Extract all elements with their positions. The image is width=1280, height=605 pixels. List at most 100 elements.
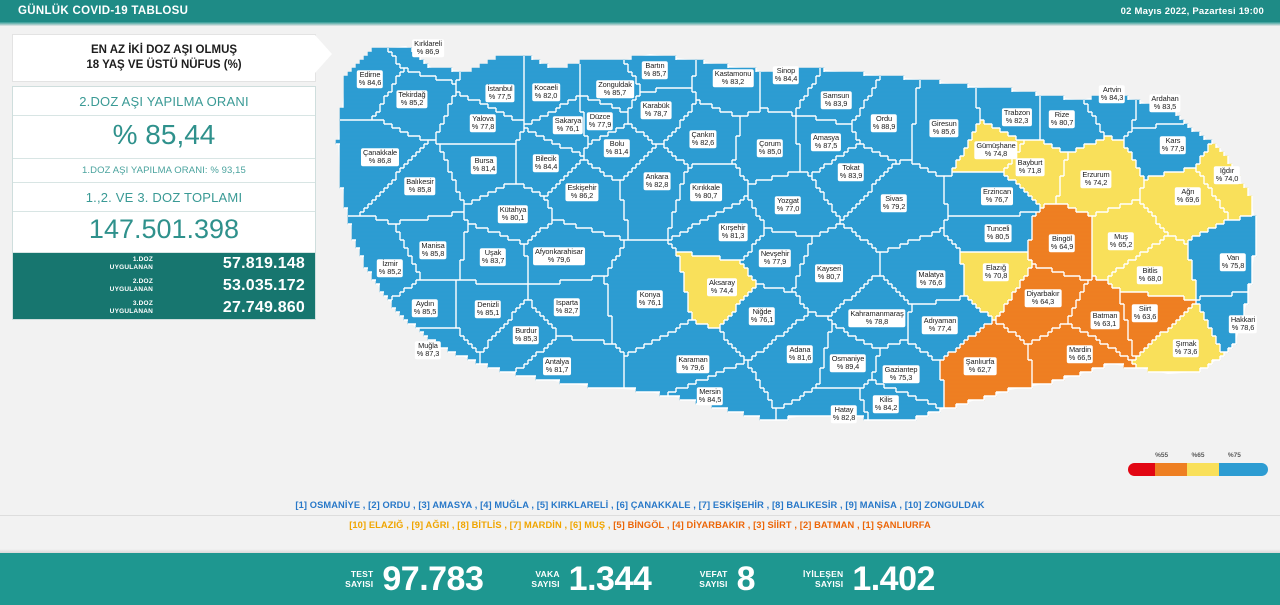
province-label-name: Malatya bbox=[918, 270, 944, 280]
header-shadow bbox=[0, 22, 1280, 26]
province-label: Diyarbakır% 64,3 bbox=[1024, 289, 1062, 307]
province-label-value: % 84,4 bbox=[534, 162, 558, 171]
turkey-choropleth-map: Kırklareli% 86,9 Edirne% 84,6 Tekirdağ% 85… bbox=[320, 28, 1272, 490]
stat-caption-line2: SAYISI bbox=[699, 579, 728, 589]
province-label-value: % 83,2 bbox=[721, 77, 745, 86]
province-label-name: İstanbul bbox=[487, 84, 513, 94]
stat-caption-line1: VEFAT bbox=[699, 569, 728, 579]
province-label-value: % 77,0 bbox=[776, 204, 800, 213]
dose-label: 1.DOZ UYGULANAN bbox=[13, 256, 153, 272]
province-label: Hatay% 82,8 bbox=[830, 405, 858, 423]
province-label-name: Giresun bbox=[931, 119, 957, 129]
province-label-name: Karabük bbox=[642, 101, 670, 111]
province-label-name: Konya bbox=[639, 290, 661, 300]
province-label-value: % 84,3 bbox=[1100, 93, 1124, 102]
province-label-value: % 74,2 bbox=[1084, 178, 1108, 187]
dose-label-line2: UYGULANAN bbox=[109, 286, 153, 293]
province-label-name: Osmaniye bbox=[831, 354, 865, 364]
province-label-name: Amasya bbox=[812, 133, 840, 143]
province-label-name: Aydın bbox=[415, 299, 435, 309]
province-label: Rize% 80,7 bbox=[1048, 110, 1076, 128]
province-label-name: Trabzon bbox=[1003, 108, 1031, 118]
province-label-value: % 81,3 bbox=[721, 231, 745, 240]
stat-value: 97.783 bbox=[382, 560, 484, 598]
province-label-name: Muş bbox=[1114, 232, 1128, 242]
province-label-value: % 77,8 bbox=[471, 122, 495, 131]
province-label: Ardahan% 83,5 bbox=[1149, 94, 1181, 112]
province-label: Çorum% 85,0 bbox=[756, 139, 784, 157]
province-label: Kastamonu% 83,2 bbox=[712, 69, 754, 87]
province-label-value: % 89,4 bbox=[836, 362, 860, 371]
province-label: Adıyaman% 77,4 bbox=[921, 316, 959, 334]
province-label-value: % 82,8 bbox=[645, 180, 669, 189]
province-label-name: Eskişehir bbox=[567, 183, 597, 193]
province-label-value: % 85,1 bbox=[476, 308, 500, 317]
province-label: Karabük% 78,7 bbox=[640, 101, 672, 119]
province-label: Kars% 77,9 bbox=[1159, 136, 1187, 154]
province-label-name: Niğde bbox=[752, 307, 772, 317]
dose-breakdown: 1.DOZ UYGULANAN 57.819.148 2.DOZ UYGULAN… bbox=[13, 253, 315, 319]
province-label-value: % 77,4 bbox=[928, 324, 952, 333]
province-label: Mersin% 84,5 bbox=[696, 387, 724, 405]
province-label-value: % 76,7 bbox=[985, 195, 1009, 204]
scale-segment bbox=[1128, 463, 1156, 476]
province-label: Edirne% 84,6 bbox=[356, 70, 384, 88]
province-label: Osmaniye% 89,4 bbox=[829, 354, 867, 372]
stat-caption-line2: SAYISI bbox=[531, 579, 560, 589]
province-label-name: Diyarbakır bbox=[1026, 289, 1060, 299]
province-label-value: % 77,9 bbox=[588, 120, 612, 129]
stat-caption-line1: TEST bbox=[350, 569, 374, 579]
province-label: Kahramanmaraş% 78,8 bbox=[848, 309, 906, 327]
province-label-name: Kayseri bbox=[817, 264, 841, 274]
province-label: Eskişehir% 86,2 bbox=[565, 183, 599, 201]
dose-value: 57.819.148 bbox=[222, 255, 305, 272]
province-label-name: Aksaray bbox=[709, 278, 735, 288]
province-label-name: Bilecik bbox=[535, 154, 557, 164]
province-label-value: % 83,9 bbox=[839, 171, 863, 180]
province-label-value: % 82,3 bbox=[1005, 116, 1029, 125]
dose-label: 2.DOZ UYGULANAN bbox=[13, 278, 153, 294]
province-label-value: % 64,9 bbox=[1050, 242, 1074, 251]
province-label: Tunceli% 80,5 bbox=[984, 224, 1012, 242]
province-label: Bitlis% 68,0 bbox=[1136, 266, 1164, 284]
province-label-value: % 84,2 bbox=[874, 403, 898, 412]
province-label-name: Tunceli bbox=[986, 224, 1010, 234]
province-label: Nevşehir% 77,9 bbox=[758, 249, 792, 267]
province-label-value: % 85,2 bbox=[378, 267, 402, 276]
province-label: Çanakkale% 86,8 bbox=[360, 148, 400, 166]
province-label: Muş% 65,2 bbox=[1107, 232, 1135, 250]
province-label: Kilis% 84,2 bbox=[872, 395, 900, 413]
province-label-name: Gaziantep bbox=[884, 365, 918, 375]
province-label: Amasya% 87,5 bbox=[810, 133, 842, 151]
province-label-value: % 69,6 bbox=[1176, 195, 1200, 204]
dose-label-line1: 1.DOZ bbox=[132, 256, 153, 263]
province-label-value: % 82,0 bbox=[534, 91, 558, 100]
province-label: Malatya% 76,6 bbox=[916, 270, 946, 288]
province-label-value: % 74,0 bbox=[1215, 174, 1239, 183]
province-label-name: Burdur bbox=[515, 326, 537, 336]
stat-value: 1.402 bbox=[852, 560, 935, 598]
stats-shadow bbox=[0, 549, 1280, 553]
province-label: Batman% 63,1 bbox=[1090, 311, 1120, 329]
province-label: Ağrı% 69,6 bbox=[1174, 187, 1202, 205]
province-label-name: Denizli bbox=[477, 300, 499, 310]
province-label-value: % 75,3 bbox=[889, 373, 913, 382]
province-label-value: % 76,6 bbox=[919, 278, 943, 287]
dose-label: 3.DOZ UYGULANAN bbox=[13, 300, 153, 316]
province-label-value: % 62,7 bbox=[968, 365, 992, 374]
province-label-name: Batman bbox=[1092, 311, 1118, 321]
province-label-value: % 86,9 bbox=[416, 47, 440, 56]
province-label-value: % 77,9 bbox=[1161, 144, 1185, 153]
province-label: Konya% 76,1 bbox=[636, 290, 664, 308]
province-label: Elazığ% 70,8 bbox=[982, 263, 1010, 281]
province-label: Niğde% 76,1 bbox=[748, 307, 776, 325]
province-label: Çankırı% 82,6 bbox=[689, 130, 717, 148]
province-label: Kocaeli% 82,0 bbox=[532, 83, 560, 101]
province-label-value: % 79,6 bbox=[547, 255, 571, 264]
highest-rank-note: [1] OSMANİYE , [2] ORDU , [3] AMASYA , [… bbox=[0, 496, 1280, 516]
province-label-name: Van bbox=[1226, 253, 1240, 263]
province-label-name: Bolu bbox=[609, 139, 625, 149]
province-label: Uşak% 83,7 bbox=[479, 248, 507, 266]
province-label-value: % 78,6 bbox=[1231, 323, 1255, 332]
daily-stats-bar: TEST SAYISI 97.783 VAKA SAYISI 1.344 VEF… bbox=[0, 553, 1280, 605]
